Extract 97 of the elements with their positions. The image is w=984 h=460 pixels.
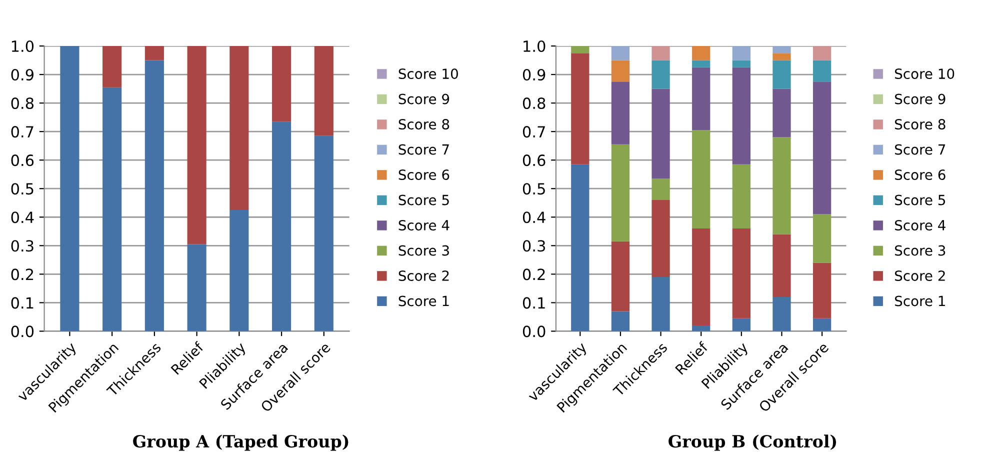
legend-label: Score 6 — [895, 170, 946, 180]
bar — [611, 60, 630, 82]
legend-label: Score 4 — [398, 220, 450, 230]
y-tick-label: 0.8 — [11, 98, 34, 110]
bar — [272, 122, 292, 332]
bar — [692, 130, 710, 229]
bar — [102, 46, 122, 88]
y-tick-label: 0.2 — [522, 268, 545, 280]
legend-label: Score 8 — [398, 119, 450, 130]
y-tick-label: 0.9 — [522, 68, 546, 81]
bar — [772, 296, 791, 332]
bar — [187, 244, 206, 332]
y-tick-label: 0.0 — [522, 326, 546, 338]
bar — [692, 228, 710, 326]
bar — [732, 60, 750, 68]
y-tick-label: 0.1 — [11, 297, 34, 309]
bar — [772, 53, 791, 60]
bar — [692, 67, 710, 130]
legend-label: Score 7 — [895, 144, 946, 155]
bar — [611, 241, 630, 312]
bar — [732, 46, 750, 60]
legend-label: Score 2 — [895, 270, 945, 281]
bar — [772, 46, 791, 54]
legend-label: Score 9 — [398, 94, 450, 104]
bar — [692, 60, 710, 68]
y-tick-label: 0.6 — [522, 154, 546, 166]
legend-label: Score 5 — [398, 194, 449, 206]
text: Group B (Control) — [668, 434, 836, 451]
y-tick-label: 0.4 — [522, 212, 546, 224]
bar — [772, 137, 791, 234]
bar — [314, 136, 334, 332]
legend-label: Score 10 — [398, 68, 458, 80]
legend-label: Score 6 — [398, 170, 450, 180]
bar — [732, 164, 750, 229]
bar — [187, 46, 206, 244]
bar — [314, 46, 334, 136]
y-tick-label: 0.2 — [11, 268, 34, 280]
bar — [230, 46, 249, 210]
bar — [812, 214, 832, 263]
y-tick-label: 1.0 — [12, 40, 34, 52]
bar — [772, 234, 791, 297]
bar — [272, 46, 292, 122]
bar — [144, 60, 164, 332]
y-tick-label: 1.0 — [524, 40, 546, 52]
bar — [652, 277, 670, 332]
legend-label: Score 1 — [895, 296, 945, 306]
legend-label: Score 10 — [895, 68, 954, 80]
bar — [571, 53, 590, 164]
y-tick-label: 0.1 — [522, 297, 545, 309]
bar — [772, 88, 791, 138]
legend-label: Score 4 — [895, 220, 946, 230]
bar — [230, 210, 249, 332]
y-tick-label: 0.5 — [11, 183, 34, 195]
bar — [812, 60, 832, 82]
bar — [611, 311, 630, 332]
text: Group A (Taped Group) — [133, 434, 348, 451]
bar — [772, 60, 791, 89]
bar — [692, 325, 710, 332]
bar — [652, 200, 670, 278]
bar — [652, 178, 670, 200]
bar — [812, 82, 832, 214]
bar — [60, 46, 80, 332]
y-tick-label: 0.6 — [11, 154, 34, 166]
bar — [732, 67, 750, 164]
y-tick-label: 0.8 — [522, 98, 546, 110]
legend-label: Score 8 — [895, 119, 946, 130]
legend-label: Score 3 — [895, 245, 946, 256]
bar — [812, 318, 832, 332]
y-tick-label: 0.0 — [11, 326, 34, 338]
bar — [571, 164, 590, 332]
legend-label: Score 7 — [398, 144, 449, 155]
bar — [732, 318, 750, 332]
bar — [692, 46, 710, 60]
bar — [611, 82, 630, 144]
legend-label: Score 9 — [895, 94, 946, 104]
legend-label: Score 1 — [398, 296, 449, 306]
bar — [812, 262, 832, 318]
legend-label: Score 2 — [398, 270, 449, 281]
y-tick-label: 0.7 — [11, 126, 34, 138]
bar — [732, 228, 750, 318]
bar — [652, 60, 670, 89]
bar — [102, 87, 122, 332]
legend-label: Score 5 — [895, 194, 946, 206]
legend-label: Score 3 — [398, 245, 449, 256]
y-tick-label: 0.3 — [11, 240, 34, 252]
bar — [652, 88, 670, 179]
bar — [571, 46, 590, 54]
bar — [611, 144, 630, 242]
y-tick-label: 0.5 — [522, 183, 545, 195]
y-tick-label: 0.9 — [11, 68, 34, 81]
y-tick-label: 0.7 — [522, 126, 545, 138]
bar — [611, 46, 630, 60]
bar — [144, 46, 164, 60]
y-tick-label: 0.3 — [522, 240, 546, 252]
bar — [652, 46, 670, 60]
bar — [812, 46, 832, 60]
y-tick-label: 0.4 — [11, 212, 34, 224]
